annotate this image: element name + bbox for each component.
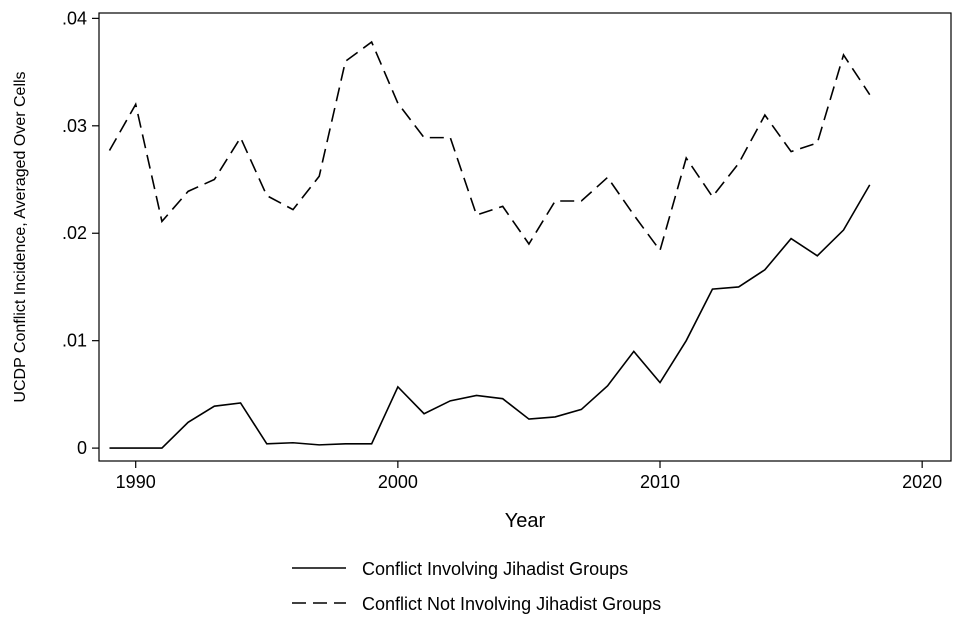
plot-area-frame [98, 12, 952, 462]
legend: Conflict Involving Jihadist Groups Confli… [292, 559, 661, 614]
x-axis-title: Year [505, 510, 546, 532]
y-tick-label: .04 [62, 8, 87, 28]
x-axis: 1990 2000 2010 2020 [116, 461, 942, 492]
series-line-jihadist [109, 184, 871, 449]
series-line-not-jihadist [108, 40, 871, 253]
x-tick-label: 1990 [116, 472, 156, 492]
y-axis-title: UCDP Conflict Incidence, Averaged Over C… [12, 71, 29, 402]
x-tick-label: 2010 [640, 472, 680, 492]
y-tick-label: .01 [62, 331, 87, 351]
x-tick-label: 2000 [378, 472, 418, 492]
y-tick-label: 0 [77, 438, 87, 458]
y-tick-label: .02 [62, 223, 87, 243]
x-tick-label: 2020 [902, 472, 942, 492]
legend-label: Conflict Not Involving Jihadist Groups [362, 594, 661, 614]
series-group [108, 40, 871, 449]
y-tick-label: .03 [62, 116, 87, 136]
legend-label: Conflict Involving Jihadist Groups [362, 559, 628, 579]
y-axis: 0 .01 .02 .03 .04 [62, 8, 99, 458]
